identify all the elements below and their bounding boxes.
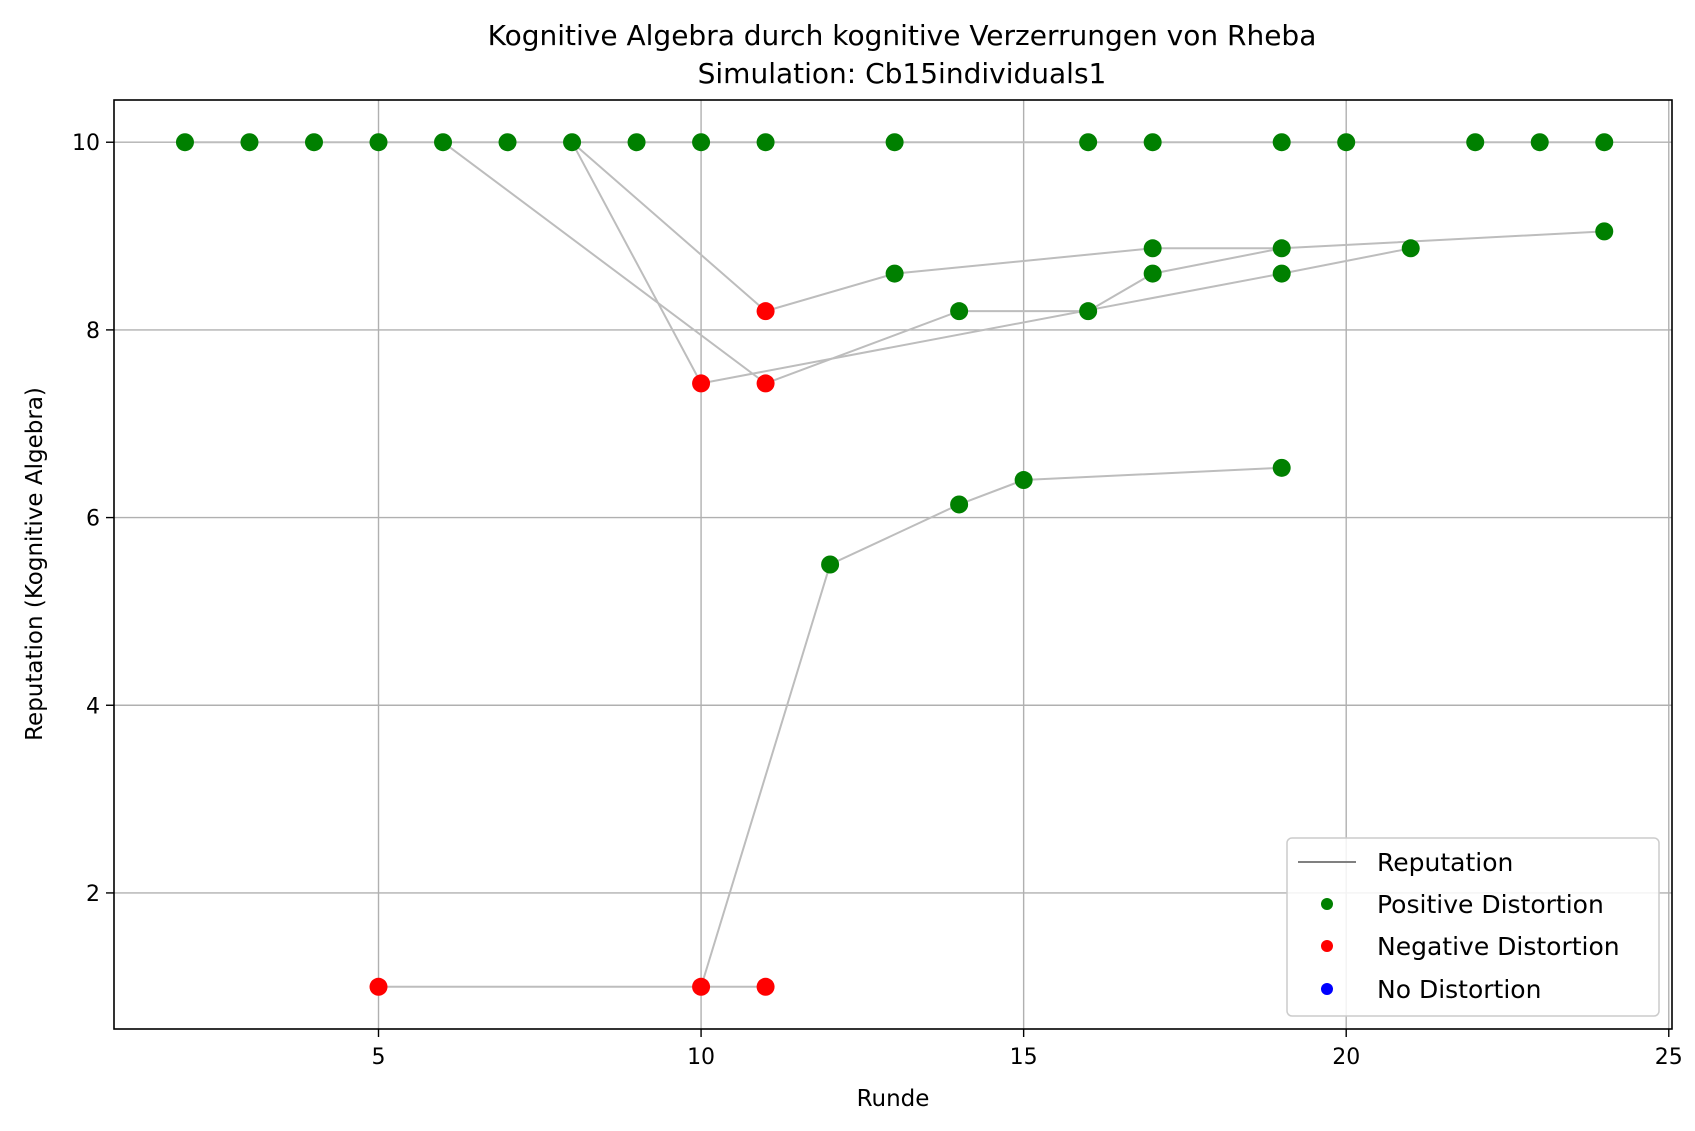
positive-distortion-point <box>1143 264 1162 283</box>
y-tick-label: 4 <box>86 694 100 719</box>
negative-distortion-point <box>756 977 775 996</box>
positive-distortion-point <box>304 133 323 152</box>
axis-ticks: 5 10 15 20 25 2 4 6 8 10 <box>72 131 1683 1070</box>
chart-subtitle: Simulation: Cb15individuals1 <box>698 57 1107 90</box>
positive-distortion-point <box>1272 133 1291 152</box>
y-axis-label: Reputation (Kognitive Algebra) <box>22 387 48 741</box>
positive-distortion-point <box>1337 133 1356 152</box>
positive-distortion-point <box>434 133 453 152</box>
y-tick-label: 2 <box>86 882 100 907</box>
legend-none-label: No Distortion <box>1377 975 1541 1004</box>
positive-distortion-point <box>1272 264 1291 283</box>
positive-distortion-point <box>1595 222 1614 241</box>
plot-frame <box>113 99 1673 1030</box>
negative-distortion-point <box>692 977 711 996</box>
positive-distortion-point <box>885 133 904 152</box>
y-tick-label: 10 <box>72 131 100 156</box>
positive-distortion-point <box>1530 133 1549 152</box>
positive-distortion-point <box>1401 239 1420 258</box>
data-points <box>175 133 1614 996</box>
legend-positive-label: Positive Distortion <box>1377 890 1604 919</box>
positive-distortion-point <box>1272 458 1291 477</box>
legend-negative-swatch <box>1321 940 1333 952</box>
positive-distortion-point <box>175 133 194 152</box>
x-tick-label: 10 <box>687 1045 715 1070</box>
reputation-line <box>378 466 1282 988</box>
positive-distortion-point <box>1079 302 1098 321</box>
positive-distortion-point <box>1079 133 1098 152</box>
positive-distortion-point <box>1143 239 1162 258</box>
x-tick-label: 20 <box>1332 1045 1360 1070</box>
legend-none-swatch <box>1321 983 1333 995</box>
positive-distortion-point <box>1595 133 1614 152</box>
x-tick-label: 5 <box>372 1045 386 1070</box>
legend-reputation-label: Reputation <box>1377 848 1513 877</box>
positive-distortion-point <box>1272 239 1291 258</box>
legend-negative-label: Negative Distortion <box>1377 932 1620 961</box>
positive-distortion-point <box>369 133 388 152</box>
positive-distortion-point <box>950 495 969 514</box>
positive-distortion-point <box>1014 471 1033 490</box>
negative-distortion-point <box>692 374 711 393</box>
positive-distortion-point <box>885 264 904 283</box>
legend: Reputation Positive Distortion Negative … <box>1286 837 1660 1017</box>
negative-distortion-point <box>756 374 775 393</box>
y-tick-label: 6 <box>86 507 100 532</box>
reputation-line <box>571 141 1411 385</box>
positive-distortion-point <box>950 302 969 321</box>
positive-distortion-point <box>240 133 259 152</box>
positive-distortion-point <box>692 133 711 152</box>
chart-title: Kognitive Algebra durch kognitive Verzer… <box>488 19 1317 52</box>
y-tick-label: 8 <box>86 319 100 344</box>
x-tick-label: 15 <box>1010 1045 1038 1070</box>
positive-distortion-point <box>563 133 582 152</box>
negative-distortion-point <box>369 977 388 996</box>
positive-distortion-point <box>498 133 517 152</box>
positive-distortion-point <box>1143 133 1162 152</box>
x-tick-label: 25 <box>1655 1045 1683 1070</box>
legend-box <box>1286 837 1660 1017</box>
negative-distortion-point <box>756 302 775 321</box>
positive-distortion-point <box>1466 133 1485 152</box>
positive-distortion-point <box>756 133 775 152</box>
legend-positive-swatch <box>1321 898 1333 910</box>
positive-distortion-point <box>821 555 840 574</box>
positive-distortion-point <box>627 133 646 152</box>
x-axis-label: Runde <box>857 1086 930 1112</box>
